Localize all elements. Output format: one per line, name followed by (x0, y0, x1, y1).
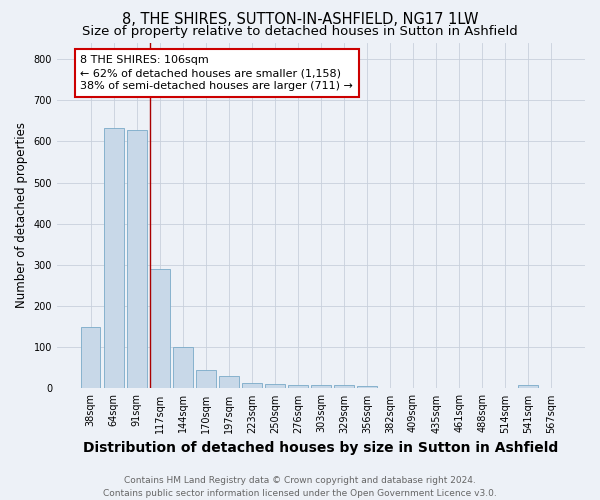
Bar (196, 370, 215, 388)
Bar (127, 130, 146, 388)
Bar (518, 385, 538, 388)
Bar (357, 386, 377, 388)
Y-axis label: Number of detached properties: Number of detached properties (15, 122, 28, 308)
Text: Contains HM Land Registry data © Crown copyright and database right 2024.
Contai: Contains HM Land Registry data © Crown c… (103, 476, 497, 498)
Text: 8 THE SHIRES: 106sqm
← 62% of detached houses are smaller (1,158)
38% of semi-de: 8 THE SHIRES: 106sqm ← 62% of detached h… (80, 55, 353, 92)
Bar (288, 385, 308, 388)
Bar (173, 347, 193, 389)
Text: 8, THE SHIRES, SUTTON-IN-ASHFIELD, NG17 1LW: 8, THE SHIRES, SUTTON-IN-ASHFIELD, NG17 … (122, 12, 478, 28)
Bar (219, 376, 239, 388)
Bar (104, 128, 124, 388)
Bar (334, 385, 354, 388)
Bar (242, 384, 262, 388)
Bar (81, 326, 100, 388)
Bar (150, 269, 170, 388)
X-axis label: Distribution of detached houses by size in Sutton in Ashfield: Distribution of detached houses by size … (83, 441, 559, 455)
Text: Size of property relative to detached houses in Sutton in Ashfield: Size of property relative to detached ho… (82, 25, 518, 38)
Bar (265, 384, 284, 388)
Bar (311, 385, 331, 388)
